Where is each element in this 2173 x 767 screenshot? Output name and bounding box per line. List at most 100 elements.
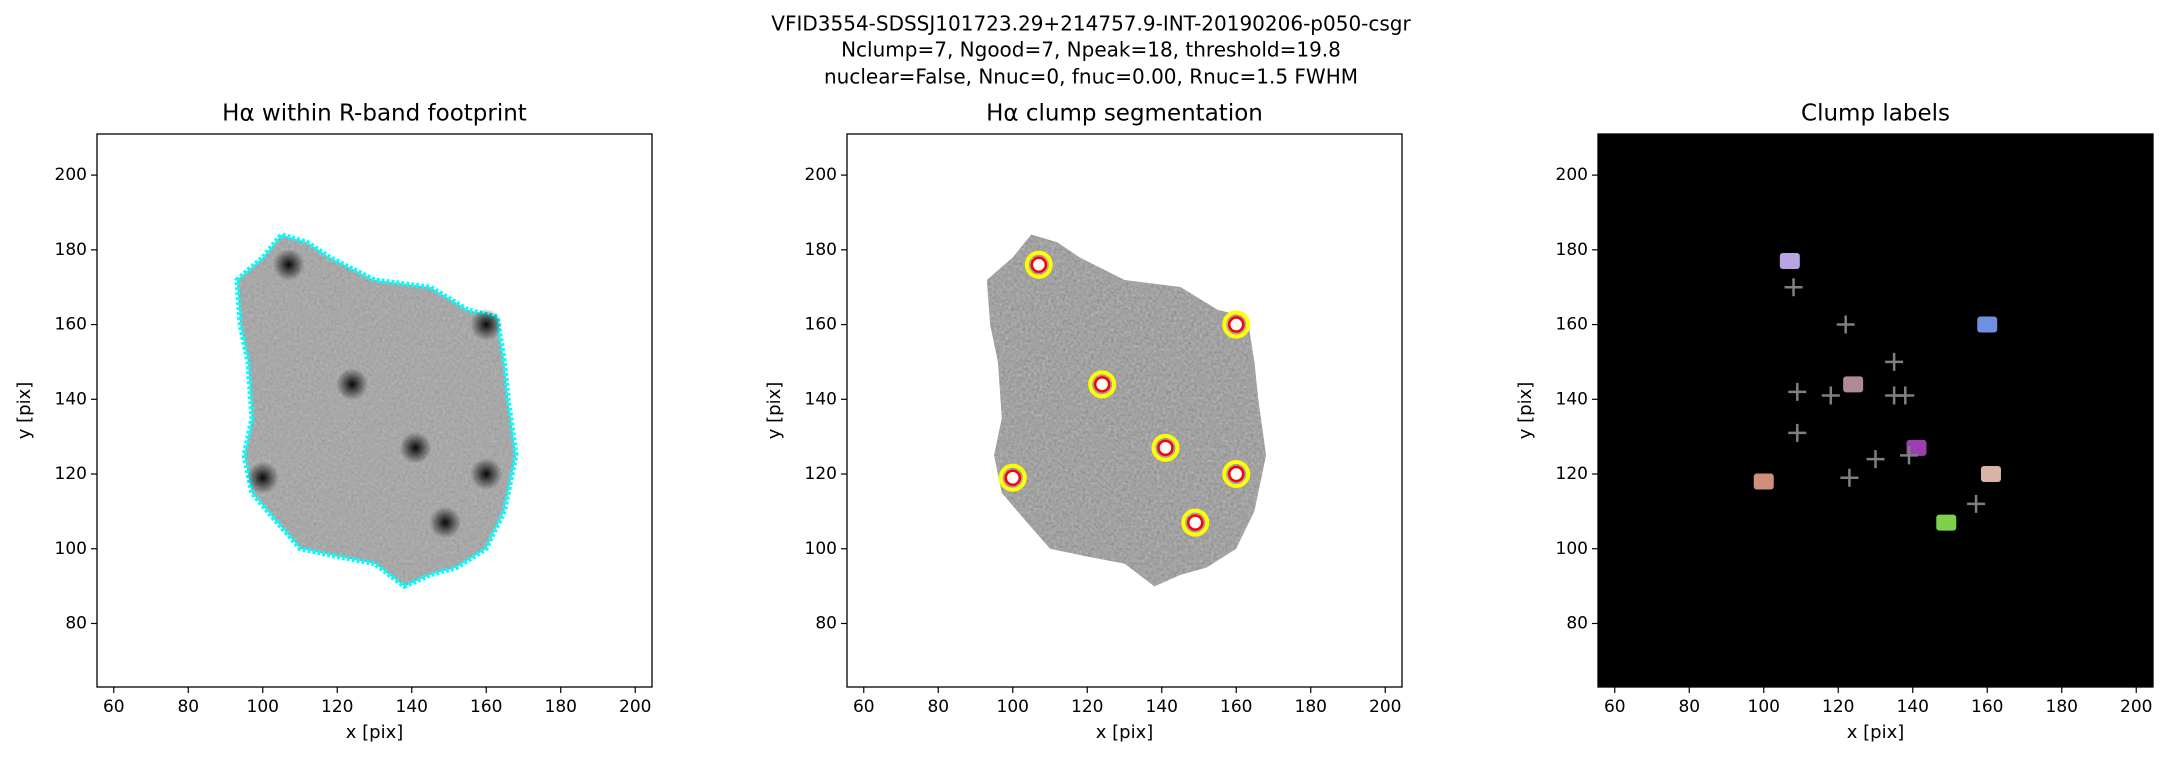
clump-blob	[429, 506, 462, 539]
y-tick-label: 100	[1556, 539, 1588, 559]
galaxy-noise	[236, 234, 517, 587]
peak-marker	[1788, 382, 1807, 401]
x-tick-label: 140	[1897, 697, 1929, 717]
clump-blob	[470, 458, 503, 491]
clump-marker	[1227, 316, 1245, 333]
peak-marker	[1866, 450, 1885, 469]
x-tick-label: 200	[2120, 697, 2152, 717]
clump-contour	[1222, 460, 1251, 489]
clump-contour	[1222, 310, 1251, 339]
suptitle: Nclump=7, Ngood=7, Npeak=18, threshold=1…	[841, 38, 1341, 62]
x-tick-label: 100	[1748, 697, 1780, 717]
footprint-contour	[234, 231, 519, 590]
panel-title: Hα within R-band footprint	[222, 101, 527, 127]
x-tick-label: 120	[321, 697, 353, 717]
clump-label	[1906, 439, 1927, 456]
panel-title: Clump labels	[1801, 101, 1950, 127]
y-tick-label: 160	[805, 315, 837, 335]
y-tick-label: 160	[55, 315, 87, 335]
y-tick-label: 80	[1566, 613, 1588, 633]
clump-label	[1980, 466, 2001, 483]
suptitle: nuclear=False, Nnuc=0, fnuc=0.00, Rnuc=1…	[824, 65, 1358, 89]
axes-frame	[96, 133, 653, 688]
clump-label	[1936, 514, 1957, 531]
panel: 60 80 100 120 140 160 180 200 80 100 120 140 160 180 2…	[14, 101, 653, 743]
y-tick-label: 200	[1556, 165, 1588, 185]
y-tick-label: 160	[1556, 315, 1588, 335]
x-tick-label: 60	[103, 697, 125, 717]
x-tick-label: 120	[1822, 697, 1854, 717]
clump-blob	[246, 461, 279, 494]
peak-marker	[1885, 352, 1904, 371]
x-tick-label: 140	[1146, 697, 1178, 717]
panel: 60 80 100 120 140 160 180 200 80 100 120 140 160 180 2…	[764, 101, 1403, 743]
x-tick-label: 160	[1220, 697, 1252, 717]
peak-marker	[1896, 386, 1915, 405]
axes-frame	[846, 133, 1403, 688]
y-tick-label: 80	[65, 613, 87, 633]
y-tick-label: 200	[55, 165, 87, 185]
peak-marker	[1821, 386, 1840, 405]
clump-blob	[272, 248, 305, 281]
peak-marker	[1784, 278, 1803, 297]
y-tick-label: 200	[805, 165, 837, 185]
clump-blob	[336, 368, 369, 401]
y-tick-label: 100	[805, 539, 837, 559]
x-tick-label: 200	[1369, 697, 1401, 717]
clump-marker	[1227, 465, 1245, 483]
x-tick-label: 80	[177, 697, 199, 717]
x-tick-label: 200	[619, 697, 651, 717]
clump-contour	[1181, 508, 1210, 537]
clump-label	[1779, 253, 1800, 270]
y-tick-label: 120	[55, 464, 87, 484]
clump-marker	[1093, 376, 1111, 393]
panel-title: Hα clump segmentation	[986, 101, 1263, 127]
x-tick-label: 80	[1678, 697, 1700, 717]
clump-marker	[1187, 514, 1204, 531]
y-tick-label: 180	[1556, 240, 1588, 260]
y-tick-label: 120	[1556, 464, 1588, 484]
y-tick-label: 140	[55, 389, 87, 409]
y-tick-label: 180	[55, 240, 87, 260]
y-axis-label: y [pix]	[1515, 382, 1536, 440]
clump-label	[1977, 316, 1998, 333]
x-tick-label: 80	[927, 697, 949, 717]
x-tick-label: 100	[247, 697, 279, 717]
y-axis-label: y [pix]	[14, 382, 35, 440]
peak-marker	[1836, 315, 1855, 334]
x-tick-label: 180	[545, 697, 577, 717]
x-axis-label: x [pix]	[346, 722, 404, 743]
clump-contour	[998, 463, 1027, 492]
clump-marker	[1004, 469, 1022, 487]
panel: 60 80 100 120 140 160 180 200 80 100 120 140 160 180 2…	[1515, 101, 2154, 743]
x-tick-label: 140	[396, 697, 428, 717]
axes-frame	[1597, 133, 2154, 688]
x-tick-label: 100	[997, 697, 1029, 717]
peak-marker	[1967, 494, 1986, 513]
x-tick-label: 160	[1971, 697, 2003, 717]
y-tick-label: 180	[805, 240, 837, 260]
clump-contour	[1151, 433, 1180, 462]
x-tick-label: 180	[1295, 697, 1327, 717]
plot-background	[1598, 134, 2153, 687]
clump-contour	[1024, 250, 1053, 279]
peak-marker	[1788, 423, 1807, 442]
x-tick-label: 60	[1604, 697, 1626, 717]
galaxy-noise	[986, 234, 1267, 587]
clump-marker	[1157, 439, 1174, 457]
y-tick-label: 80	[815, 613, 837, 633]
clump-label	[1753, 473, 1774, 490]
x-tick-label: 160	[470, 697, 502, 717]
y-tick-label: 140	[1556, 389, 1588, 409]
clump-marker	[1030, 256, 1048, 274]
x-tick-label: 60	[853, 697, 875, 717]
y-axis-label: y [pix]	[764, 382, 785, 440]
y-tick-label: 120	[805, 464, 837, 484]
clump-blob	[470, 308, 503, 341]
clump-label	[1843, 376, 1864, 393]
x-tick-label: 180	[2046, 697, 2078, 717]
clump-contour	[1088, 370, 1117, 399]
peak-marker	[1840, 468, 1859, 487]
x-tick-label: 120	[1071, 697, 1103, 717]
